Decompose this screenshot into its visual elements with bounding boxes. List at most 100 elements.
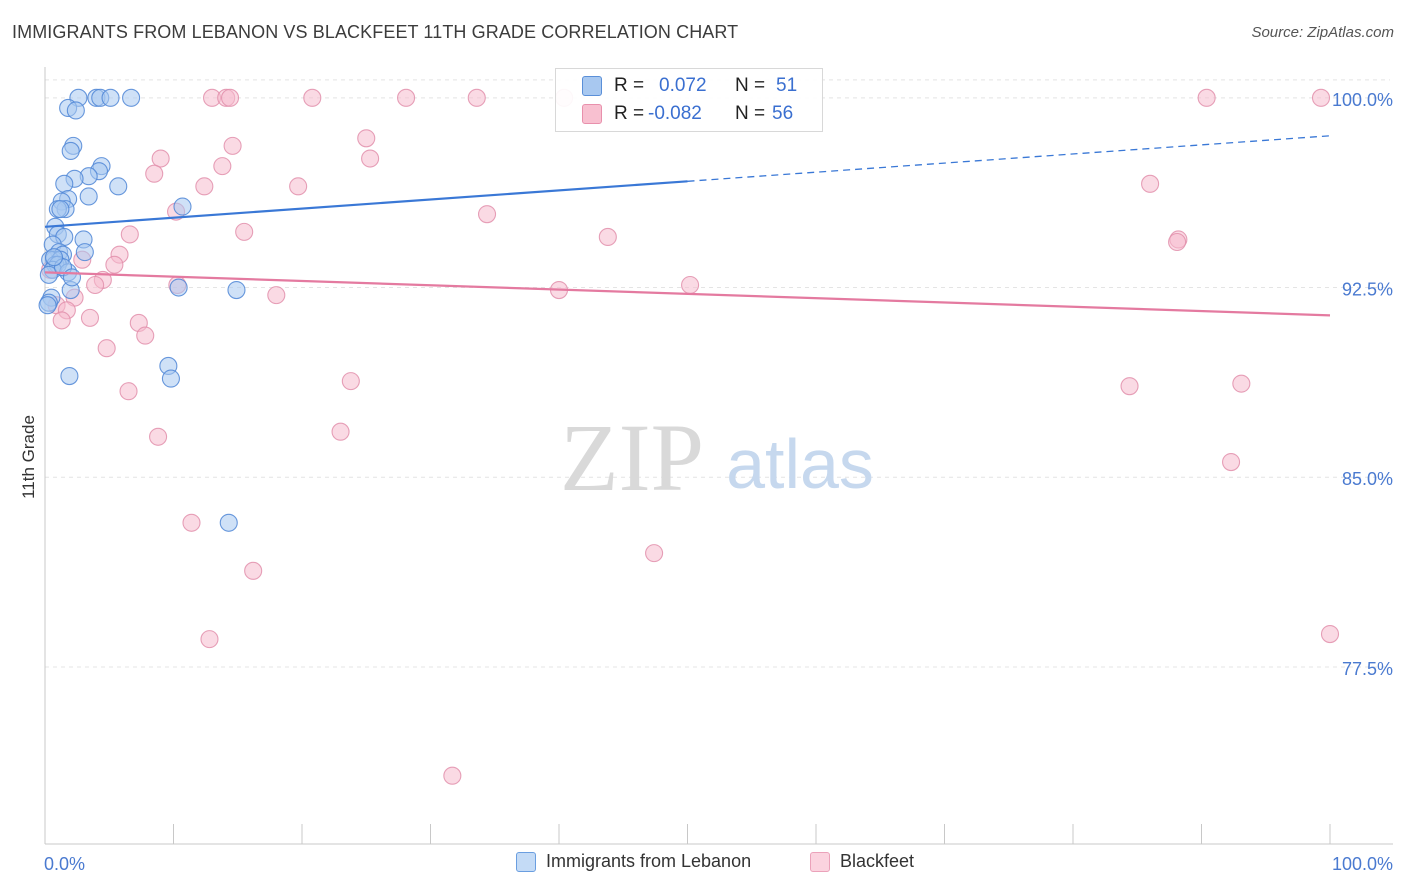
y-tick-label: 85.0% — [1342, 469, 1393, 489]
point-immigrants-from-lebanon — [173, 197, 192, 216]
point-blackfeet — [235, 222, 254, 241]
point-blackfeet — [80, 308, 100, 327]
point-blackfeet — [361, 149, 380, 168]
points-layer — [38, 88, 1340, 785]
point-blackfeet — [289, 177, 308, 196]
point-blackfeet — [477, 205, 497, 224]
legend-swatch-blackfeet — [810, 851, 830, 872]
point-immigrants-from-lebanon — [51, 200, 70, 219]
x-tick-label: 0.0% — [44, 854, 85, 874]
point-immigrants-from-lebanon — [161, 369, 180, 388]
legend-item-lebanon[interactable]: Immigrants from Lebanon — [516, 851, 751, 872]
legend-label-lebanon: Immigrants from Lebanon — [546, 851, 752, 871]
point-blackfeet — [1120, 377, 1139, 396]
r-label: R = — [614, 103, 645, 124]
n-label: N = — [735, 75, 766, 96]
legend-item-blackfeet[interactable]: Blackfeet — [810, 851, 914, 872]
point-blackfeet — [136, 326, 155, 345]
point-blackfeet — [120, 225, 139, 244]
labels-layer: 100.0% 92.5% 85.0% 77.5% 0.0% 100.0% 11th Grad… — [19, 90, 1393, 874]
n-value-lebanon: 51 — [776, 75, 798, 96]
point-blackfeet — [244, 561, 263, 580]
point-immigrants-from-lebanon — [55, 174, 74, 193]
point-immigrants-from-lebanon — [219, 513, 238, 532]
point-blackfeet — [52, 311, 71, 330]
trend-line-lebanon — [44, 180, 688, 228]
point-immigrants-from-lebanon — [62, 268, 82, 287]
point-blackfeet — [97, 339, 116, 358]
bottom-legend: Immigrants from Lebanon Blackfeet — [0, 851, 1406, 877]
stats-row-blackfeet: R = -0.082 N = 56 — [556, 101, 822, 127]
point-blackfeet — [149, 427, 168, 446]
trend-layer — [44, 135, 1331, 317]
point-immigrants-from-lebanon — [122, 88, 141, 107]
point-blackfeet — [397, 88, 416, 107]
point-blackfeet — [220, 88, 240, 107]
grid-layer — [45, 79, 1390, 668]
point-blackfeet — [331, 422, 350, 441]
watermark-atlas: atlas — [726, 425, 874, 503]
point-blackfeet — [267, 286, 286, 305]
point-immigrants-from-lebanon — [75, 243, 94, 262]
point-blackfeet — [1222, 453, 1241, 472]
trend-line-blackfeet — [44, 271, 1331, 317]
point-blackfeet — [645, 544, 664, 563]
point-blackfeet — [182, 513, 201, 532]
y-tick-label: 100.0% — [1332, 90, 1393, 110]
point-blackfeet — [1168, 232, 1187, 252]
point-blackfeet — [1320, 625, 1340, 644]
point-immigrants-from-lebanon — [227, 281, 246, 300]
point-blackfeet — [119, 382, 138, 401]
point-blackfeet — [200, 630, 219, 649]
r-value-lebanon: 0.072 — [659, 75, 707, 96]
stats-legend-box: R = 0.072 N = 51 R = -0.082 N = 56 — [555, 68, 823, 132]
trend-line-lebanon-extension — [687, 135, 1331, 182]
legend-swatch-lebanon — [516, 851, 536, 872]
point-blackfeet — [86, 275, 105, 295]
r-value-blackfeet: -0.082 — [648, 103, 702, 124]
point-blackfeet — [443, 766, 462, 785]
point-blackfeet — [145, 164, 164, 183]
point-blackfeet — [1311, 88, 1331, 107]
point-blackfeet — [213, 157, 232, 176]
point-immigrants-from-lebanon — [169, 278, 188, 297]
point-blackfeet — [195, 177, 214, 196]
stats-row-lebanon: R = 0.072 N = 51 — [556, 73, 822, 99]
point-immigrants-from-lebanon — [101, 88, 120, 107]
point-immigrants-from-lebanon — [60, 367, 79, 386]
point-immigrants-from-lebanon — [38, 296, 57, 315]
axis-layer — [44, 67, 1393, 845]
point-blackfeet — [1141, 174, 1160, 193]
y-axis-label: 11th Grade — [19, 415, 38, 499]
watermark-zip: ZIP — [560, 404, 704, 511]
source-credit: Source: ZipAtlas.com — [1251, 24, 1394, 41]
point-blackfeet — [1197, 88, 1216, 107]
point-blackfeet — [105, 255, 124, 274]
watermark: ZIP atlas — [560, 404, 874, 511]
point-immigrants-from-lebanon — [109, 177, 128, 196]
point-blackfeet — [357, 129, 376, 148]
point-blackfeet — [303, 88, 322, 107]
r-label: R = — [614, 75, 645, 96]
point-blackfeet — [223, 136, 242, 155]
legend-label-blackfeet: Blackfeet — [840, 851, 915, 871]
stats-swatch-blackfeet — [582, 104, 602, 124]
point-blackfeet — [1232, 374, 1251, 393]
point-blackfeet — [467, 88, 486, 107]
x-tick-label: 100.0% — [1332, 854, 1393, 874]
stats-swatch-lebanon — [582, 76, 602, 96]
point-immigrants-from-lebanon — [61, 141, 80, 160]
point-immigrants-from-lebanon — [66, 101, 85, 120]
n-label: N = — [735, 103, 766, 124]
y-tick-label: 77.5% — [1342, 659, 1393, 679]
point-immigrants-from-lebanon — [44, 248, 64, 267]
y-tick-label: 92.5% — [1342, 280, 1393, 300]
point-blackfeet — [598, 227, 617, 246]
point-blackfeet — [681, 275, 700, 295]
point-blackfeet — [151, 149, 170, 168]
point-immigrants-from-lebanon — [79, 187, 98, 206]
point-immigrants-from-lebanon — [39, 265, 58, 284]
point-blackfeet — [341, 372, 360, 391]
n-value-blackfeet: 56 — [772, 103, 794, 124]
